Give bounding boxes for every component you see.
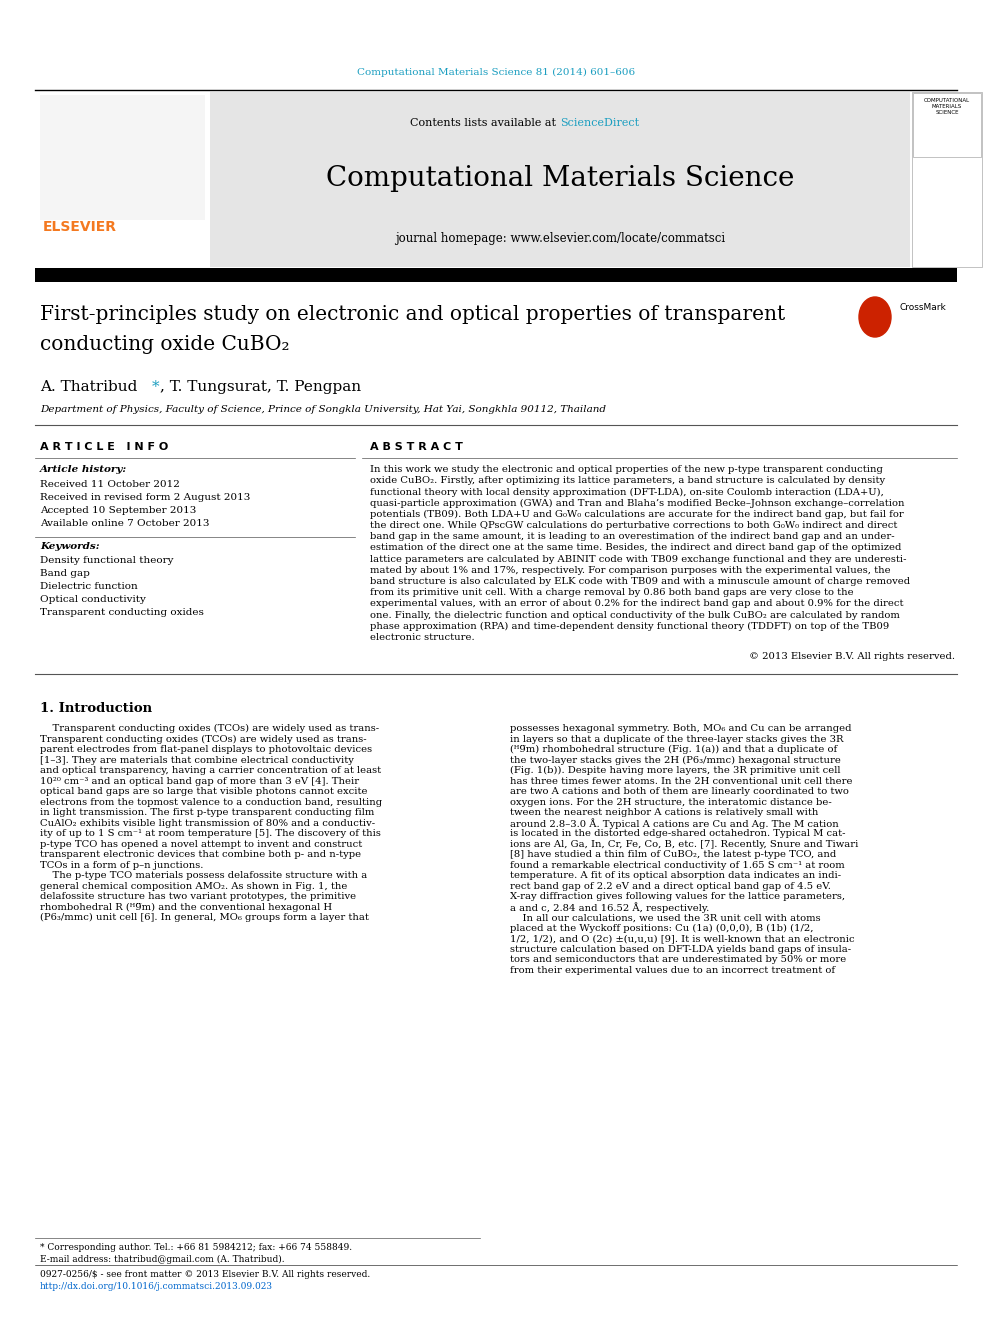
Text: the two-layer stacks gives the 2H (P6₃/mmc) hexagonal structure: the two-layer stacks gives the 2H (P6₃/m… bbox=[510, 755, 841, 765]
Text: * Corresponding author. Tel.: +66 81 5984212; fax: +66 74 558849.: * Corresponding author. Tel.: +66 81 598… bbox=[40, 1244, 352, 1252]
Text: Received in revised form 2 August 2013: Received in revised form 2 August 2013 bbox=[40, 493, 250, 501]
Text: oxygen ions. For the 2H structure, the interatomic distance be-: oxygen ions. For the 2H structure, the i… bbox=[510, 798, 831, 807]
Text: a and c, 2.84 and 16.52 Å, respectively.: a and c, 2.84 and 16.52 Å, respectively. bbox=[510, 902, 709, 913]
Text: conducting oxide CuBO₂: conducting oxide CuBO₂ bbox=[40, 335, 290, 355]
Text: temperature. A fit of its optical absorption data indicates an indi-: temperature. A fit of its optical absorp… bbox=[510, 872, 841, 880]
Text: lattice parameters are calculated by ABINIT code with TB09 exchange functional a: lattice parameters are calculated by ABI… bbox=[370, 554, 907, 564]
Text: 1. Introduction: 1. Introduction bbox=[40, 703, 152, 716]
Text: electrons from the topmost valence to a conduction band, resulting: electrons from the topmost valence to a … bbox=[40, 798, 382, 807]
Text: from its primitive unit cell. With a charge removal by 0.86 both band gaps are v: from its primitive unit cell. With a cha… bbox=[370, 589, 854, 597]
Text: phase approximation (RPA) and time-dependent density functional theory (TDDFT) o: phase approximation (RPA) and time-depen… bbox=[370, 622, 889, 631]
Text: tween the nearest neighbor A cations is relatively small with: tween the nearest neighbor A cations is … bbox=[510, 808, 818, 818]
Text: A. Thatribud: A. Thatribud bbox=[40, 380, 142, 394]
Text: Keywords:: Keywords: bbox=[40, 542, 99, 550]
Text: 10²⁰ cm⁻³ and an optical band gap of more than 3 eV [4]. Their: 10²⁰ cm⁻³ and an optical band gap of mor… bbox=[40, 777, 359, 786]
Text: (ᴴ9̅m) rhombohedral structure (Fig. 1(a)) and that a duplicate of: (ᴴ9̅m) rhombohedral structure (Fig. 1(a)… bbox=[510, 745, 837, 754]
Bar bbox=[35, 93, 210, 267]
Text: p-type TCO has opened a novel attempt to invent and construct: p-type TCO has opened a novel attempt to… bbox=[40, 840, 362, 848]
Text: Available online 7 October 2013: Available online 7 October 2013 bbox=[40, 519, 209, 528]
Text: experimental values, with an error of about 0.2% for the indirect band gap and a: experimental values, with an error of ab… bbox=[370, 599, 904, 609]
Text: Computational Materials Science: Computational Materials Science bbox=[325, 165, 795, 192]
Text: First-principles study on electronic and optical properties of transparent: First-principles study on electronic and… bbox=[40, 306, 786, 324]
Text: band structure is also calculated by ELK code with TB09 and with a minuscule amo: band structure is also calculated by ELK… bbox=[370, 577, 910, 586]
Text: mated by about 1% and 17%, respectively. For comparison purposes with the experi: mated by about 1% and 17%, respectively.… bbox=[370, 566, 891, 574]
Text: Received 11 October 2012: Received 11 October 2012 bbox=[40, 480, 180, 490]
Text: http://dx.doi.org/10.1016/j.commatsci.2013.09.023: http://dx.doi.org/10.1016/j.commatsci.20… bbox=[40, 1282, 273, 1291]
Text: Dielectric function: Dielectric function bbox=[40, 582, 138, 591]
Bar bbox=[912, 93, 982, 267]
Text: Transparent conducting oxides (TCOs) are widely used as trans-: Transparent conducting oxides (TCOs) are… bbox=[40, 734, 367, 744]
Text: band gap in the same amount, it is leading to an overestimation of the indirect : band gap in the same amount, it is leadi… bbox=[370, 532, 895, 541]
Text: parent electrodes from flat-panel displays to photovoltaic devices: parent electrodes from flat-panel displa… bbox=[40, 745, 372, 754]
Text: Department of Physics, Faculty of Science, Prince of Songkla University, Hat Yai: Department of Physics, Faculty of Scienc… bbox=[40, 405, 606, 414]
Text: ELSEVIER: ELSEVIER bbox=[43, 220, 117, 234]
Text: A R T I C L E   I N F O: A R T I C L E I N F O bbox=[40, 442, 169, 452]
Text: Density functional theory: Density functional theory bbox=[40, 556, 174, 565]
Text: Band gap: Band gap bbox=[40, 569, 90, 578]
Text: around 2.8–3.0 Å. Typical A cations are Cu and Ag. The M cation: around 2.8–3.0 Å. Typical A cations are … bbox=[510, 819, 839, 830]
Text: the direct one. While QPscGW calculations do perturbative corrections to both G₀: the direct one. While QPscGW calculation… bbox=[370, 521, 898, 531]
Ellipse shape bbox=[859, 296, 891, 337]
Text: transparent electronic devices that combine both p- and n-type: transparent electronic devices that comb… bbox=[40, 851, 361, 859]
Text: has three times fewer atoms. In the 2H conventional unit cell there: has three times fewer atoms. In the 2H c… bbox=[510, 777, 852, 786]
Text: Computational Materials Science 81 (2014) 601–606: Computational Materials Science 81 (2014… bbox=[357, 67, 635, 77]
Text: (P6₃/mmc) unit cell [6]. In general, MO₆ groups form a layer that: (P6₃/mmc) unit cell [6]. In general, MO₆… bbox=[40, 913, 369, 922]
Text: possesses hexagonal symmetry. Both, MO₆ and Cu can be arranged: possesses hexagonal symmetry. Both, MO₆ … bbox=[510, 724, 851, 733]
Text: Article history:: Article history: bbox=[40, 464, 127, 474]
Text: and optical transparency, having a carrier concentration of at least: and optical transparency, having a carri… bbox=[40, 766, 381, 775]
Text: Transparent conducting oxides (TCOs) are widely used as trans-: Transparent conducting oxides (TCOs) are… bbox=[40, 724, 379, 733]
Text: X-ray diffraction gives following values for the lattice parameters,: X-ray diffraction gives following values… bbox=[510, 892, 845, 901]
Text: is located in the distorted edge-shared octahedron. Typical M cat-: is located in the distorted edge-shared … bbox=[510, 830, 845, 839]
Text: A B S T R A C T: A B S T R A C T bbox=[370, 442, 463, 452]
Text: © 2013 Elsevier B.V. All rights reserved.: © 2013 Elsevier B.V. All rights reserved… bbox=[749, 652, 955, 662]
Text: Transparent conducting oxides: Transparent conducting oxides bbox=[40, 609, 204, 617]
Text: estimation of the direct one at the same time. Besides, the indirect and direct : estimation of the direct one at the same… bbox=[370, 544, 902, 553]
Text: ScienceDirect: ScienceDirect bbox=[560, 118, 639, 128]
Text: one. Finally, the dielectric function and optical conductivity of the bulk CuBO₂: one. Finally, the dielectric function an… bbox=[370, 611, 900, 619]
Text: rhombohedral R (ᴴ9̅m) and the conventional hexagonal H: rhombohedral R (ᴴ9̅m) and the convention… bbox=[40, 902, 332, 912]
Text: rect band gap of 2.2 eV and a direct optical band gap of 4.5 eV.: rect band gap of 2.2 eV and a direct opt… bbox=[510, 881, 831, 890]
Text: *: * bbox=[152, 380, 160, 394]
Text: In this work we study the electronic and optical properties of the new p-type tr: In this work we study the electronic and… bbox=[370, 464, 883, 474]
Text: delafossite structure has two variant prototypes, the primitive: delafossite structure has two variant pr… bbox=[40, 892, 356, 901]
Text: [1–3]. They are materials that combine electrical conductivity: [1–3]. They are materials that combine e… bbox=[40, 755, 354, 765]
Text: journal homepage: www.elsevier.com/locate/commatsci: journal homepage: www.elsevier.com/locat… bbox=[395, 232, 725, 245]
Text: Accepted 10 September 2013: Accepted 10 September 2013 bbox=[40, 505, 196, 515]
Text: electronic structure.: electronic structure. bbox=[370, 632, 474, 642]
Text: in layers so that a duplicate of the three-layer stacks gives the 3R: in layers so that a duplicate of the thr… bbox=[510, 734, 843, 744]
Text: are two A cations and both of them are linearly coordinated to two: are two A cations and both of them are l… bbox=[510, 787, 849, 796]
Text: in light transmission. The first p-type transparent conducting film: in light transmission. The first p-type … bbox=[40, 808, 374, 818]
Bar bbox=[35, 269, 957, 282]
Text: In all our calculations, we used the 3R unit cell with atoms: In all our calculations, we used the 3R … bbox=[510, 913, 820, 922]
Text: general chemical composition AMO₂. As shown in Fig. 1, the: general chemical composition AMO₂. As sh… bbox=[40, 881, 347, 890]
Text: TCOs in a form of p–n junctions.: TCOs in a form of p–n junctions. bbox=[40, 861, 203, 869]
Text: functional theory with local density approximation (DFT-LDA), on-site Coulomb in: functional theory with local density app… bbox=[370, 487, 884, 496]
Text: CuAlO₂ exhibits visible light transmission of 80% and a conductiv-: CuAlO₂ exhibits visible light transmissi… bbox=[40, 819, 375, 828]
Text: tors and semiconductors that are underestimated by 50% or more: tors and semiconductors that are underes… bbox=[510, 955, 846, 964]
Text: E-mail address: thatribud@gmail.com (A. Thatribud).: E-mail address: thatribud@gmail.com (A. … bbox=[40, 1256, 285, 1263]
Text: Optical conductivity: Optical conductivity bbox=[40, 595, 146, 605]
Text: ions are Al, Ga, In, Cr, Fe, Co, B, etc. [7]. Recently, Snure and Tiwari: ions are Al, Ga, In, Cr, Fe, Co, B, etc.… bbox=[510, 840, 858, 848]
Text: , T. Tungsurat, T. Pengpan: , T. Tungsurat, T. Pengpan bbox=[160, 380, 361, 394]
Text: found a remarkable electrical conductivity of 1.65 S cm⁻¹ at room: found a remarkable electrical conductivi… bbox=[510, 861, 845, 869]
Text: structure calculation based on DFT-LDA yields band gaps of insula-: structure calculation based on DFT-LDA y… bbox=[510, 945, 851, 954]
Text: [8] have studied a thin film of CuBO₂, the latest p-type TCO, and: [8] have studied a thin film of CuBO₂, t… bbox=[510, 851, 836, 859]
Text: COMPUTATIONAL
MATERIALS
SCIENCE: COMPUTATIONAL MATERIALS SCIENCE bbox=[924, 98, 970, 115]
Bar bbox=[210, 93, 910, 267]
Text: optical band gaps are so large that visible photons cannot excite: optical band gaps are so large that visi… bbox=[40, 787, 367, 796]
Bar bbox=[40, 95, 205, 220]
Text: oxide CuBO₂. Firstly, after optimizing its lattice parameters, a band structure : oxide CuBO₂. Firstly, after optimizing i… bbox=[370, 476, 885, 486]
Text: Contents lists available at: Contents lists available at bbox=[411, 118, 560, 128]
Text: potentials (TB09). Both LDA+U and G₀W₀ calculations are accurate for the indirec: potentials (TB09). Both LDA+U and G₀W₀ c… bbox=[370, 509, 904, 519]
Text: CrossMark: CrossMark bbox=[900, 303, 946, 312]
Text: ity of up to 1 S cm⁻¹ at room temperature [5]. The discovery of this: ity of up to 1 S cm⁻¹ at room temperatur… bbox=[40, 830, 381, 839]
Text: quasi-particle approximation (GWA) and Tran and Blaha’s modified Becke–Johnson e: quasi-particle approximation (GWA) and T… bbox=[370, 499, 905, 508]
Text: from their experimental values due to an incorrect treatment of: from their experimental values due to an… bbox=[510, 966, 835, 975]
Text: The p-type TCO materials possess delafossite structure with a: The p-type TCO materials possess delafos… bbox=[40, 872, 367, 880]
Bar bbox=[913, 93, 981, 157]
Text: placed at the Wyckoff positions: Cu (1a) (0,0,0), B (1b) (1/2,: placed at the Wyckoff positions: Cu (1a)… bbox=[510, 923, 813, 933]
Text: (Fig. 1(b)). Despite having more layers, the 3R primitive unit cell: (Fig. 1(b)). Despite having more layers,… bbox=[510, 766, 840, 775]
Text: 0927-0256/$ - see front matter © 2013 Elsevier B.V. All rights reserved.: 0927-0256/$ - see front matter © 2013 El… bbox=[40, 1270, 370, 1279]
Text: 1/2, 1/2), and O (2c) ±(u,u,u) [9]. It is well-known that an electronic: 1/2, 1/2), and O (2c) ±(u,u,u) [9]. It i… bbox=[510, 934, 855, 943]
